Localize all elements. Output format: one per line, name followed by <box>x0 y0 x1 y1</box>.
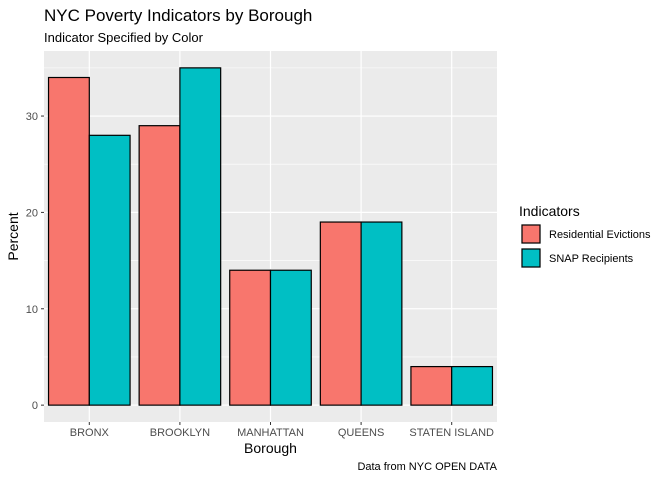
legend: Indicators Residential Evictions SNAP Rec… <box>519 203 651 268</box>
legend-title: Indicators <box>519 203 580 219</box>
bar <box>410 365 453 406</box>
legend-key <box>521 248 541 268</box>
x-axis: BRONX BROOKLYN MANHATTAN QUEENS STATEN ISLAN… <box>70 422 494 439</box>
chart-caption: Data from NYC OPEN DATA <box>357 461 497 473</box>
x-tick-label: BROOKLYN <box>150 427 210 439</box>
y-tick-label: 30 <box>26 111 38 123</box>
bar <box>138 125 181 406</box>
y-tick-label: 0 <box>32 400 38 412</box>
bar <box>179 67 222 406</box>
bar <box>229 269 272 406</box>
bar <box>269 269 312 406</box>
legend-label: Residential Evictions <box>549 229 651 241</box>
chart-subtitle: Indicator Specified by Color <box>44 30 204 45</box>
y-axis-title: Percent <box>5 212 21 260</box>
bar <box>88 134 131 406</box>
legend-label: SNAP Recipients <box>549 253 634 265</box>
x-tick-label: BRONX <box>70 427 110 439</box>
bars <box>47 67 494 406</box>
x-tick-label: MANHATTAN <box>237 427 304 439</box>
y-tick-label: 10 <box>26 304 38 316</box>
x-tick-label: STATEN ISLAND <box>409 427 494 439</box>
bar <box>360 221 403 406</box>
bar <box>47 76 90 406</box>
y-tick-label: 20 <box>26 207 38 219</box>
legend-key <box>521 224 541 244</box>
x-axis-title: Borough <box>244 440 297 456</box>
bar <box>451 365 494 406</box>
y-axis: 0 10 20 30 <box>26 111 44 412</box>
x-tick-label: QUEENS <box>338 427 384 439</box>
bar <box>319 221 362 406</box>
chart-title: NYC Poverty Indicators by Borough <box>44 6 312 25</box>
